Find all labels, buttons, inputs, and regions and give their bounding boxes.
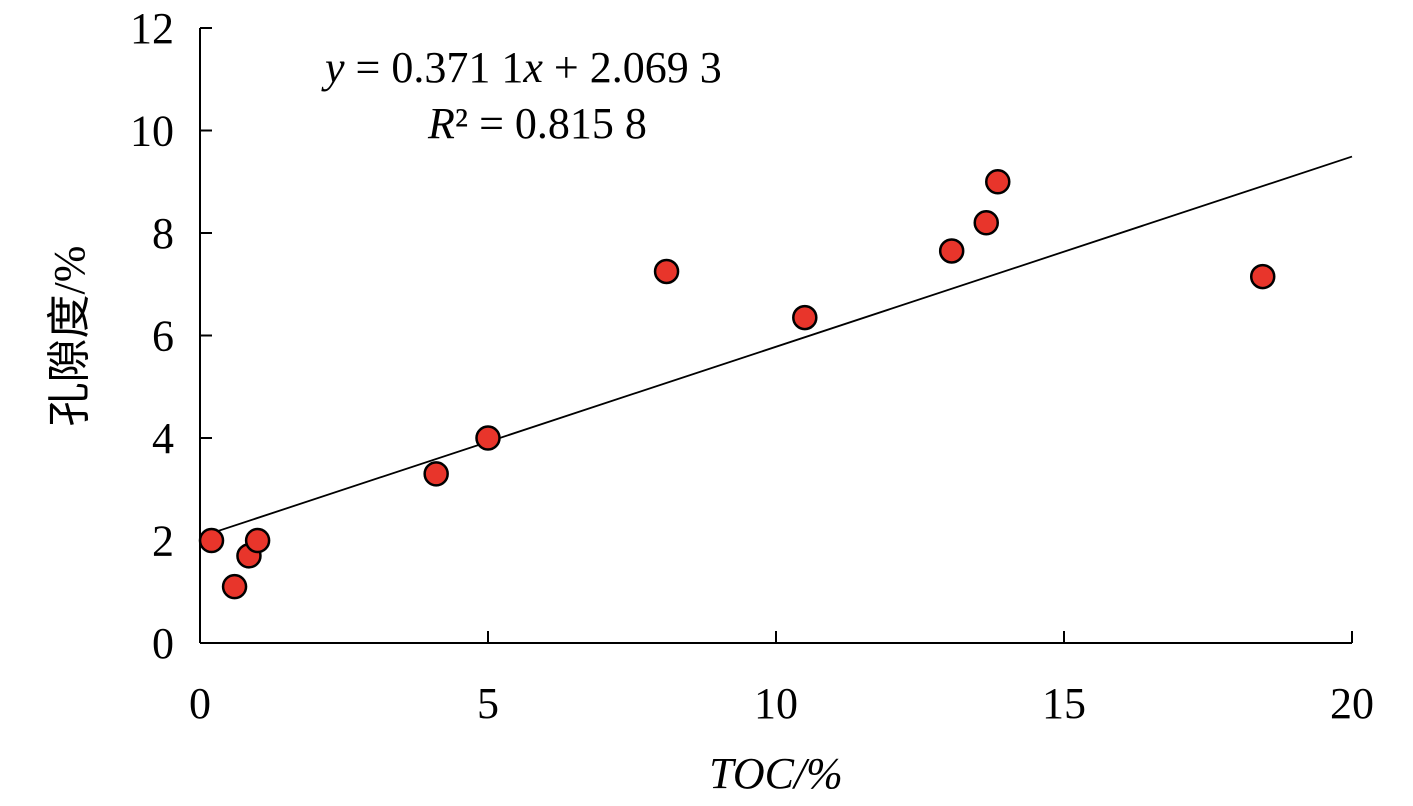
y-tick-label: 0	[152, 619, 174, 668]
data-point	[221, 573, 248, 600]
y-tick-label: 8	[152, 209, 174, 258]
data-point	[985, 169, 1011, 195]
eq-y-var: y	[321, 43, 345, 92]
x-tick-label: 20	[1330, 679, 1374, 728]
r-squared: R² = 0.815 8	[427, 99, 647, 148]
x-tick-label: 5	[477, 679, 499, 728]
y-tick-label: 10	[130, 107, 174, 156]
r-var: R	[427, 99, 455, 148]
y-tick-label: 2	[152, 517, 174, 566]
regression-equation: y = 0.371 1x + 2.069 3	[321, 43, 722, 92]
axes: 0 2 4 6 8 10 12 0 5 10 15 20	[130, 4, 1374, 728]
data-point	[653, 258, 680, 285]
data-point	[244, 527, 271, 554]
data-point	[938, 238, 965, 264]
x-tick-label: 15	[1042, 679, 1086, 728]
trendline-group	[199, 155, 1353, 538]
data-points	[198, 169, 1276, 600]
trendline	[199, 155, 1353, 538]
data-point	[198, 527, 225, 554]
eq-slope: = 0.371 1	[345, 43, 524, 92]
data-point	[792, 304, 818, 331]
x-axis-title: TOC/%	[709, 749, 843, 798]
x-tick-label: 10	[754, 679, 798, 728]
x-tick-label: 0	[189, 679, 211, 728]
data-point	[973, 210, 999, 236]
y-axis-title: 孔隙度/%	[45, 246, 94, 427]
y-tick-label: 6	[152, 312, 174, 361]
eq-x-var: x	[522, 43, 543, 92]
data-point	[475, 425, 501, 451]
y-tick-label: 12	[130, 4, 174, 53]
r-value: ² = 0.815 8	[455, 99, 647, 148]
y-tick-label: 4	[152, 414, 174, 463]
data-point	[1249, 263, 1276, 290]
eq-intercept: + 2.069 3	[543, 43, 722, 92]
data-point	[423, 461, 449, 487]
